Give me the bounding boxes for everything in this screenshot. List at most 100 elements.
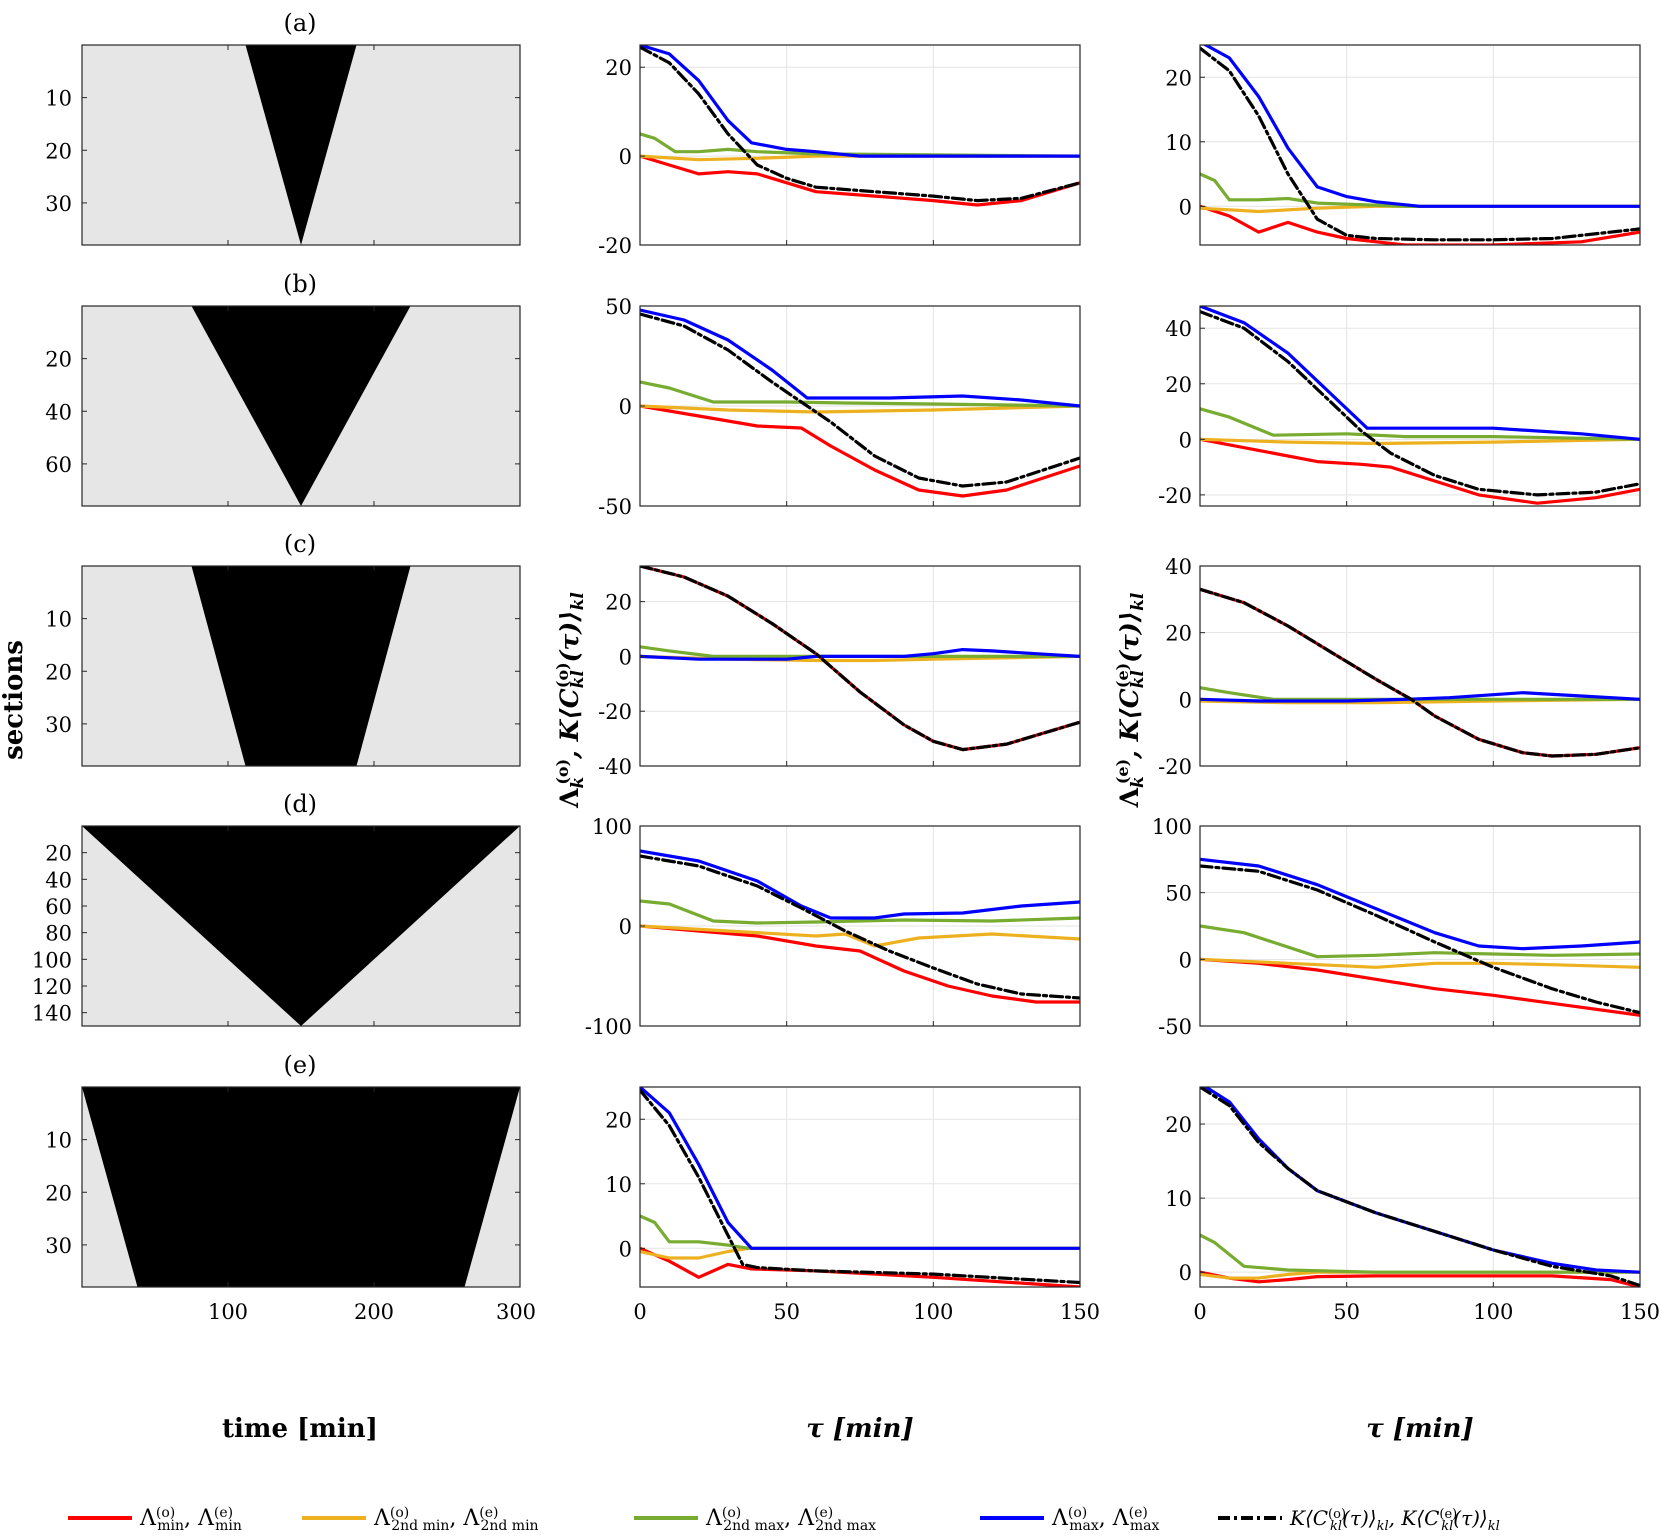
panel-odd: -20 0 20 — [598, 44, 1081, 258]
ylabel-odd-tail: (τ)⟩ — [555, 610, 584, 662]
panel-even: -50 0 50 100 — [1152, 815, 1641, 1039]
plot-background — [1200, 45, 1640, 245]
plot-background — [1200, 1087, 1640, 1287]
series-line-red — [640, 404, 1080, 498]
series-line-black — [1200, 46, 1640, 242]
panel-even: 0 10 20 0 50 100 150 — [1165, 1086, 1660, 1324]
row-label: (d) — [283, 790, 317, 818]
y-tick-label: 30 — [45, 713, 72, 737]
series-line-green — [1200, 172, 1640, 208]
x-tick-label: 100 — [913, 1300, 953, 1324]
legend: Λ(o) min, Λ(e) min Λ(o) 2nd min, Λ(e) 2nd mi… — [68, 1505, 1500, 1534]
y-tick-label: -20 — [598, 234, 632, 258]
legend-item-2nd-max: Λ(o) 2nd max, Λ(e) 2nd max — [634, 1505, 876, 1534]
axes-box — [1199, 565, 1641, 767]
legend-item-max: Λ(o) max, Λ(e) max — [980, 1505, 1159, 1534]
y-tick-label: 40 — [45, 868, 72, 892]
plot-background — [640, 566, 1080, 766]
series-line-green — [640, 380, 1080, 408]
axes-box — [1199, 44, 1641, 246]
series-line-red — [1200, 437, 1640, 505]
y-tick-label: -20 — [598, 700, 632, 724]
y-tick-label: 10 — [605, 1173, 632, 1197]
series-line-green — [1200, 407, 1640, 441]
series-line-orange — [640, 924, 1080, 948]
plot-background — [640, 45, 1080, 245]
series-group — [640, 1087, 1080, 1287]
series-line-black — [640, 312, 1080, 488]
y-tick-label: 100 — [592, 815, 632, 839]
row-label: (c) — [284, 530, 316, 558]
series-line-black — [640, 566, 1080, 752]
y-tick-label: 140 — [32, 1002, 72, 1026]
panels: (a)102030-2002001020(b)204060-50050-2002… — [32, 9, 1660, 1324]
y-tick-label: 20 — [1165, 373, 1192, 397]
legend-item-2nd-min: Λ(o) 2nd min, Λ(e) 2nd min — [302, 1505, 539, 1534]
panel-raster: 10 20 30 — [45, 565, 521, 767]
x-tick-label: 150 — [1060, 1300, 1100, 1324]
axes-box — [1199, 305, 1641, 507]
ylabel-even-sup2: (e) — [1113, 663, 1132, 688]
y-tick-label: 0 — [1179, 1261, 1192, 1285]
ylabel-odd-sup2: (o) — [553, 662, 572, 688]
y-tick-label: -20 — [1158, 755, 1192, 779]
ylabel-odd-base: Λ — [555, 788, 584, 809]
y-tick-label: 20 — [605, 56, 632, 80]
series-line-red — [1200, 957, 1640, 1017]
y-tick-label: 20 — [45, 842, 72, 866]
series-line-black — [640, 854, 1080, 1000]
x-axis-label-time: time [min] — [222, 1414, 378, 1444]
legend-item-correlation: K⟨C(o) kl(τ)⟩kl, K⟨C(e) kl(τ)⟩kl — [1218, 1506, 1500, 1534]
y-tick-label: 50 — [1165, 882, 1192, 906]
x-tick-label: 50 — [1333, 1300, 1360, 1324]
y-tick-label: -20 — [1158, 484, 1192, 508]
axes-box — [81, 305, 521, 507]
raster-wedge — [245, 45, 357, 245]
y-tick-label: 10 — [45, 608, 72, 632]
series-group — [1200, 587, 1640, 758]
panel-raster: 10 20 30 100 200 300 — [45, 1086, 536, 1324]
series-line-blue — [640, 849, 1080, 920]
series-group — [1200, 306, 1640, 505]
axes-box — [81, 1086, 521, 1288]
ylabel-odd-sub3: kl — [568, 592, 588, 611]
series-line-blue — [1200, 306, 1640, 441]
row-0: (a) 10 20 30 -20 0 20 0 10 20 — [45, 9, 1641, 258]
y-tick-label: 20 — [605, 591, 632, 615]
row-2: (c) 10 20 30 -40 -20 0 20 -20 0 20 40 — [45, 530, 1641, 779]
y-tick-label: 20 — [45, 348, 72, 372]
ylabel-even-sub2: kl — [1128, 670, 1148, 689]
plot-background — [1200, 306, 1640, 506]
svg-text:Λ(o)min, Λ(e)min: Λ(o) min, Λ(e) min — [139, 1505, 242, 1534]
raster-wedge — [191, 306, 411, 506]
ylabel-odd-sub2: kl — [568, 670, 588, 689]
y-tick-label: 0 — [619, 395, 632, 419]
x-tick-label: 0 — [1193, 1300, 1206, 1324]
panel-odd: -50 0 50 — [598, 295, 1081, 519]
y-tick-label: 0 — [1179, 195, 1192, 219]
row-label: (a) — [283, 9, 316, 37]
series-line-blue — [640, 1087, 1080, 1250]
series-line-blue — [640, 648, 1080, 661]
series-group — [1200, 45, 1640, 245]
y-tick-label: 20 — [1165, 1113, 1192, 1137]
legend-item-min: Λ(o) min, Λ(e) min — [68, 1505, 242, 1534]
row-label: (e) — [284, 1051, 317, 1079]
svg-text:Λk(o), K⟨Ckl(o)(τ)⟩kl: Λk(o), K⟨Ckl(o)(τ)⟩kl — [553, 592, 588, 809]
y-tick-label: 20 — [605, 1108, 632, 1132]
series-line-black — [1200, 864, 1640, 1015]
ylabel-even-rest: , K⟨C — [1115, 688, 1144, 760]
series-line-green — [640, 1214, 1080, 1250]
series-group — [1200, 1087, 1640, 1287]
series-line-black — [640, 45, 1080, 203]
series-group — [640, 45, 1080, 207]
y-tick-label: 60 — [45, 453, 72, 477]
panel-even: 0 10 20 — [1165, 44, 1641, 246]
ylabel-odd-sup: (o) — [553, 759, 572, 785]
svg-text:K⟨C(o)kl(τ)⟩kl, K⟨C(e)kl(τ)⟩kl: K⟨C(o) kl(τ)⟩kl, K⟨C(e) kl(τ)⟩kl — [1289, 1506, 1500, 1534]
ylabel-even-sub3: kl — [1128, 592, 1148, 611]
